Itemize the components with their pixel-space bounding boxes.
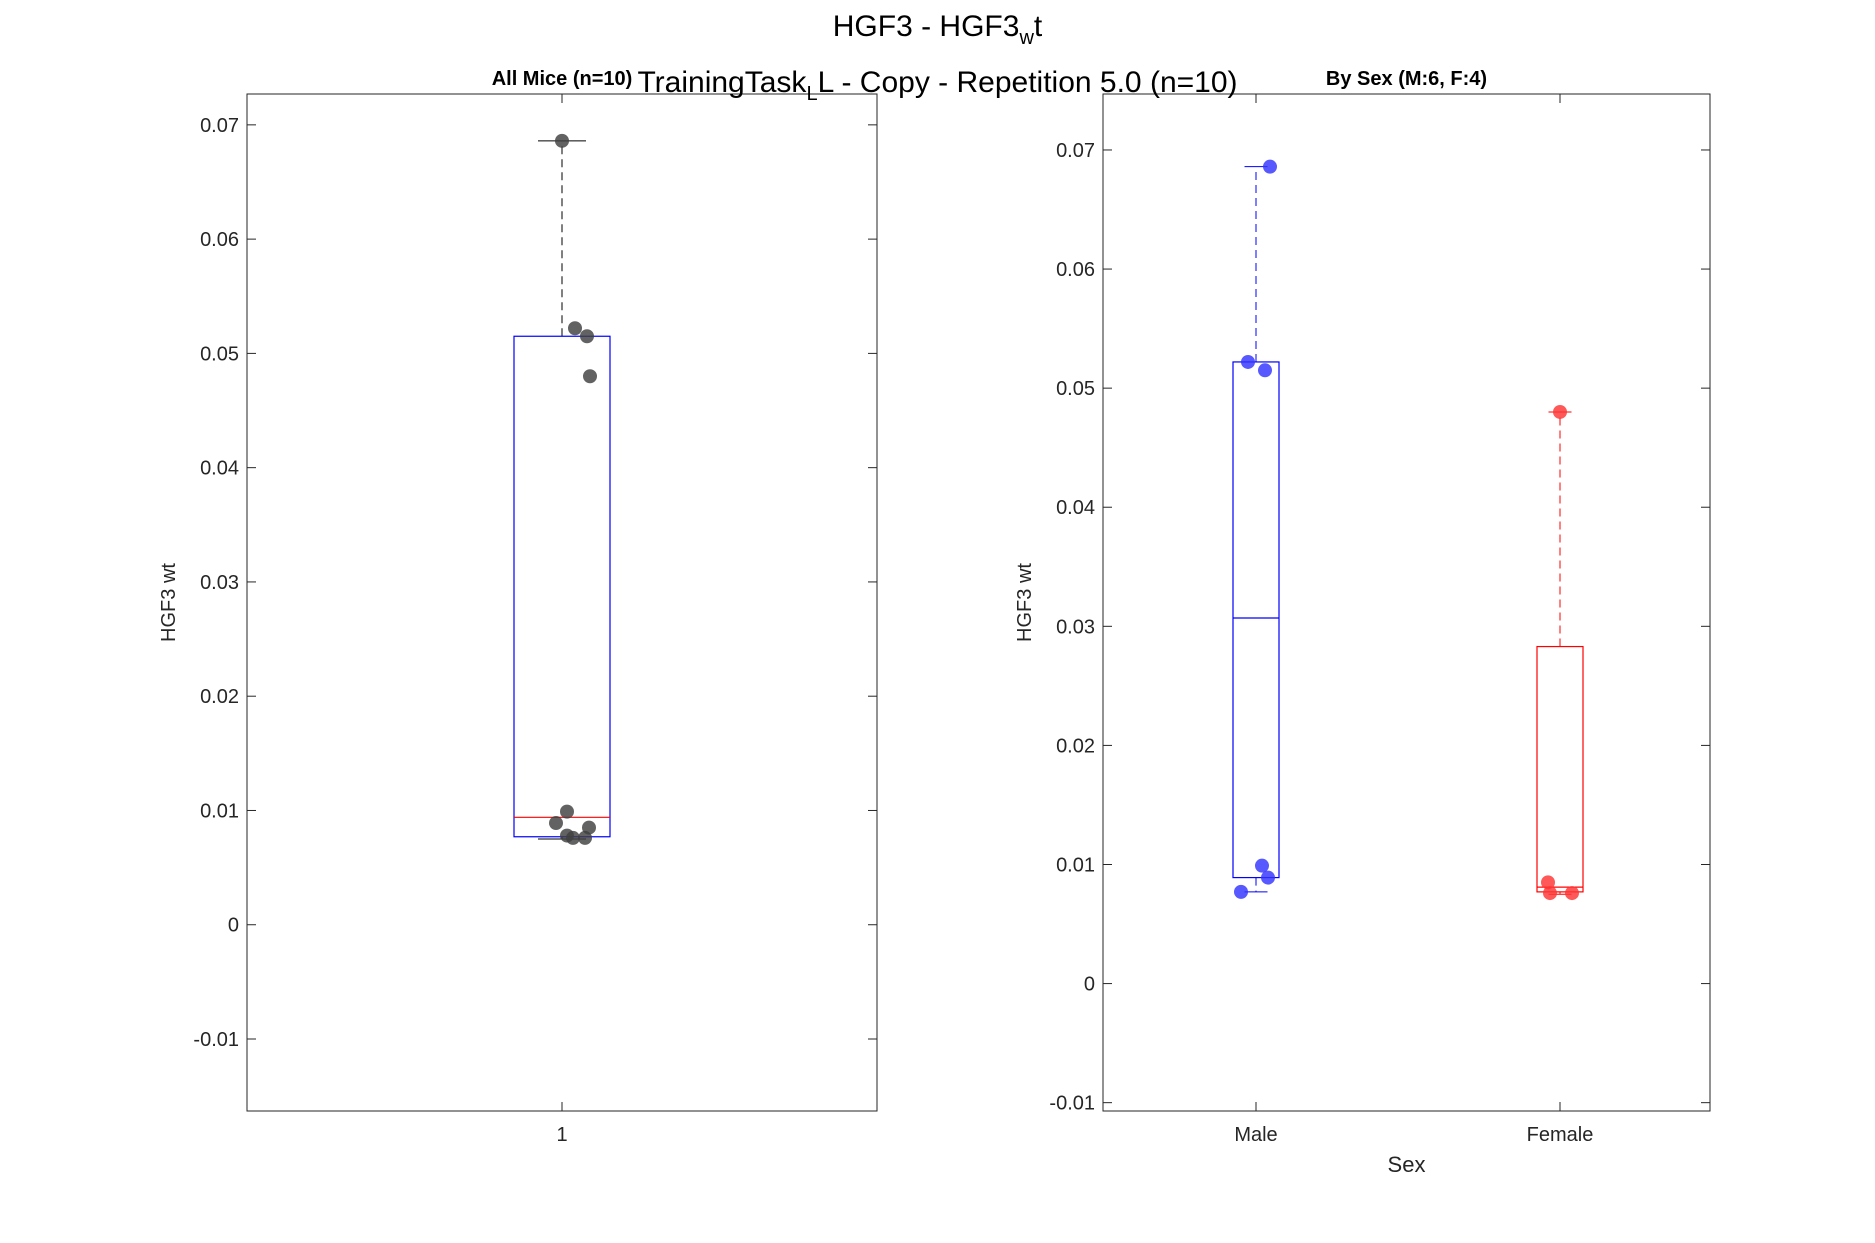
data-point [1263,159,1277,174]
y-axis-label: HGF3 wt [1014,563,1036,642]
data-point [568,321,582,336]
subplot-title: All Mice (n=10) [492,68,633,90]
y-tick-label: 0.01 [200,800,239,822]
y-tick-label: 0.06 [200,229,239,251]
data-point [580,329,594,344]
subplot-title: By Sex (M:6, F:4) [1326,68,1487,90]
subplot-1: -0.01 0 0.01 0.02 0.03 0.04 0.05 0.06 0.07 1 HGF3 … [158,68,878,1146]
data-point [1261,870,1275,885]
x-axis-label: Sex [1388,1152,1426,1177]
subplot-2: -0.01 0 0.01 0.02 0.03 0.04 0.05 0.06 0.07 Male Fe… [1014,68,1711,1177]
figure-title-1-tail: t [1033,10,1043,43]
y-tick-label: -0.01 [193,1029,239,1051]
figure-title-line-1: HGF3 - HGF3wt [0,10,1875,50]
axes-frame [246,93,878,1112]
figure-title-1-main: HGF3 - HGF3 [832,10,1020,43]
y-tick-label: 0.03 [200,572,239,594]
y-tick-label: 0.05 [1056,378,1095,400]
figure-title-1-subscript: w [1019,27,1034,49]
data-point [549,816,563,831]
y-tick-label: 0.02 [1056,735,1095,757]
y-tick-label: 0.06 [1056,259,1095,281]
box-female [1536,645,1584,893]
y-tick-label: 0.03 [1056,616,1095,638]
y-tick-label: 0 [1084,974,1095,996]
data-point [578,830,592,845]
data-point [1543,886,1557,901]
x-tick-label: Male [1234,1124,1277,1146]
figure-title-line-2: TrainingTaskLL - Copy - Repetition 5.0 (… [0,66,1875,106]
y-tick-label: 0.04 [1056,497,1095,519]
y-tick-label: -0.01 [1049,1093,1095,1115]
data-point [566,830,580,845]
data-point [1553,404,1567,419]
box-male [1232,361,1280,879]
data-point [1565,886,1579,901]
data-point [583,369,597,384]
y-tick-label: 0.02 [200,686,239,708]
x-tick-label: 1 [556,1124,567,1146]
y-tick-label: 0.04 [200,458,239,480]
data-point [560,804,574,819]
y-tick-label: 0 [228,915,239,937]
figure-title-2-subscript: L [806,83,818,105]
figure-title-2-tail: L - Copy - Repetition 5.0 (n=10) [817,66,1238,99]
y-axis-label: HGF3 wt [158,563,180,642]
data-point [555,133,569,148]
data-point [1255,858,1269,873]
y-tick-label: 0.07 [1056,140,1095,162]
y-tick-label: 0.05 [200,343,239,365]
y-tick-label: 0.01 [1056,854,1095,876]
x-tick-label: Female [1527,1124,1594,1146]
data-point [1258,363,1272,378]
data-point [1241,354,1255,369]
figure-title-2-main: TrainingTask [637,66,807,99]
data-point [1234,884,1248,899]
box-1 [513,335,611,838]
axes-frame [1102,93,1711,1112]
y-tick-label: 0.07 [200,115,239,137]
data-point [1541,875,1555,890]
